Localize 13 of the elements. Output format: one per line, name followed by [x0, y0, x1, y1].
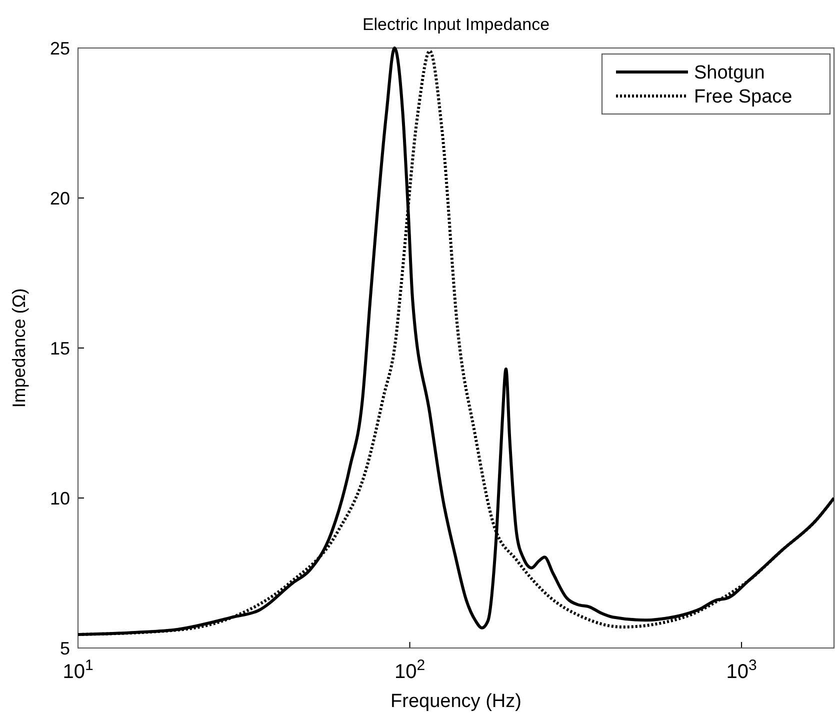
x-tick-label: 10$^{1}$: [62, 656, 94, 683]
legend-label: Free Space: [694, 86, 792, 108]
x-axis-title: Frequency (Hz): [390, 691, 522, 712]
y-tick-label: 5: [60, 638, 70, 658]
y-tick-label: 25: [50, 38, 70, 58]
y-tick-label: 10: [50, 488, 70, 508]
y-tick-label: 20: [50, 188, 70, 208]
x-tick-label: 10$^{2}$: [394, 656, 426, 683]
y-axis-title: Impedance (Ω): [9, 288, 29, 408]
y-tick-label: 15: [50, 338, 70, 358]
x-tick-label: 10$^{3}$: [726, 656, 757, 683]
chart-title: Electric Input Impedance: [362, 15, 550, 34]
legend-label: Shotgun: [694, 62, 765, 84]
